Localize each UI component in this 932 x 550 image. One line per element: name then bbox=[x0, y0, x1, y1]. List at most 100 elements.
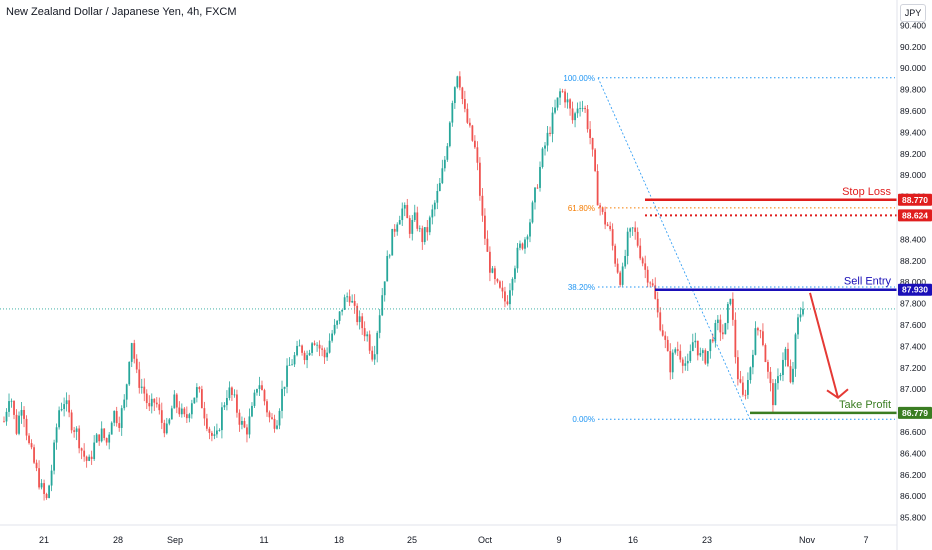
candle-body bbox=[757, 328, 759, 331]
candle-body bbox=[248, 416, 251, 435]
candle-body bbox=[110, 422, 113, 435]
candle-body bbox=[165, 423, 168, 434]
price-badge-label: 86.779 bbox=[902, 408, 928, 418]
candle-body bbox=[8, 401, 10, 412]
candle-body bbox=[361, 316, 364, 329]
x-tick-label: Nov bbox=[799, 535, 816, 545]
candle-body bbox=[398, 220, 401, 225]
candle-body bbox=[326, 352, 329, 358]
candle-body bbox=[619, 272, 622, 285]
candle-body bbox=[604, 211, 607, 225]
candle-body bbox=[271, 417, 273, 419]
candle-body bbox=[719, 319, 722, 333]
candle-body bbox=[228, 387, 231, 399]
candle-body bbox=[221, 407, 223, 431]
candle-body bbox=[408, 218, 411, 234]
candle-body bbox=[704, 350, 707, 364]
candle-body bbox=[140, 386, 143, 388]
y-tick-label: 90.000 bbox=[900, 63, 926, 73]
candle-body bbox=[584, 107, 586, 110]
x-tick-label: 25 bbox=[407, 535, 417, 545]
candle-body bbox=[721, 332, 724, 335]
candle-body bbox=[281, 388, 283, 411]
candle-body bbox=[601, 207, 604, 212]
candle-body bbox=[754, 328, 757, 355]
candle-body bbox=[3, 421, 5, 423]
candle-body bbox=[456, 76, 459, 88]
candle-body bbox=[30, 443, 33, 448]
candle-body bbox=[213, 434, 216, 436]
candle-body bbox=[266, 401, 268, 413]
candle-body bbox=[649, 282, 652, 284]
fib-level-label: 61.80% bbox=[568, 204, 595, 213]
candle-body bbox=[729, 298, 732, 305]
candle-body bbox=[150, 398, 153, 407]
candle-body bbox=[100, 428, 103, 442]
candle-body bbox=[741, 382, 744, 395]
candle-body bbox=[779, 375, 782, 377]
candle-body bbox=[183, 408, 186, 415]
candle-body bbox=[373, 354, 376, 360]
candle-body bbox=[769, 371, 772, 384]
candle-body bbox=[784, 348, 787, 360]
candle-body bbox=[496, 279, 499, 282]
x-tick-label: Sep bbox=[167, 535, 183, 545]
candle-body bbox=[163, 422, 166, 434]
candle-body bbox=[516, 247, 519, 269]
candle-body bbox=[148, 403, 151, 407]
candle-body bbox=[233, 394, 236, 396]
price-badge bbox=[898, 283, 932, 296]
candle-body bbox=[714, 323, 717, 342]
candle-body bbox=[20, 409, 23, 416]
candle-body bbox=[381, 295, 384, 316]
time-axis[interactable]: 21 28 Sep 11 18 25 Oct 9 16 23 Nov 7 bbox=[0, 524, 897, 545]
candle-body bbox=[629, 228, 632, 232]
candle-body bbox=[301, 345, 303, 353]
candle-body bbox=[794, 334, 797, 369]
candle-body bbox=[251, 405, 253, 417]
candle-body bbox=[691, 342, 694, 352]
candle-body bbox=[461, 87, 464, 100]
candle-body bbox=[699, 353, 702, 356]
candle-body bbox=[636, 231, 639, 246]
candle-body bbox=[115, 410, 118, 424]
candle-body bbox=[759, 330, 762, 332]
price-axis[interactable]: 85.80086.00086.20086.40086.60086.80087.0… bbox=[896, 0, 932, 550]
candle-body bbox=[476, 147, 479, 163]
candle-body bbox=[466, 108, 469, 123]
candle-body bbox=[371, 350, 374, 360]
candle-body bbox=[451, 103, 454, 123]
x-tick-label: 21 bbox=[39, 535, 49, 545]
candle-body bbox=[463, 99, 466, 109]
candle-body bbox=[218, 430, 221, 431]
candle-body bbox=[273, 418, 276, 429]
candle-body bbox=[802, 309, 804, 315]
candle-body bbox=[341, 309, 344, 312]
candle-body bbox=[594, 149, 597, 172]
y-tick-label: 89.400 bbox=[900, 127, 926, 137]
candle-body bbox=[175, 394, 178, 408]
take-profit-label: Take Profit bbox=[839, 399, 891, 411]
candle-body bbox=[426, 227, 429, 233]
candle-body bbox=[521, 243, 524, 249]
x-tick-label: 18 bbox=[334, 535, 344, 545]
candle-body bbox=[118, 423, 121, 428]
candle-body bbox=[724, 323, 727, 335]
candle-body bbox=[291, 364, 293, 366]
price-badge-label: 88.770 bbox=[902, 195, 928, 205]
y-tick-label: 86.000 bbox=[900, 491, 926, 501]
candle-body bbox=[208, 428, 211, 433]
candle-body bbox=[130, 343, 133, 362]
candle-body bbox=[276, 425, 278, 429]
candle-body bbox=[681, 359, 684, 366]
candle-body bbox=[313, 343, 316, 345]
candle-body bbox=[268, 412, 271, 418]
x-tick-label: Oct bbox=[478, 535, 493, 545]
candle-body bbox=[253, 392, 256, 406]
x-tick-label: 9 bbox=[556, 535, 561, 545]
candle-body bbox=[696, 340, 699, 356]
y-tick-label: 87.600 bbox=[900, 320, 926, 330]
candle-body bbox=[95, 434, 98, 443]
candle-body bbox=[694, 340, 697, 343]
currency-button[interactable]: JPY bbox=[900, 4, 926, 22]
